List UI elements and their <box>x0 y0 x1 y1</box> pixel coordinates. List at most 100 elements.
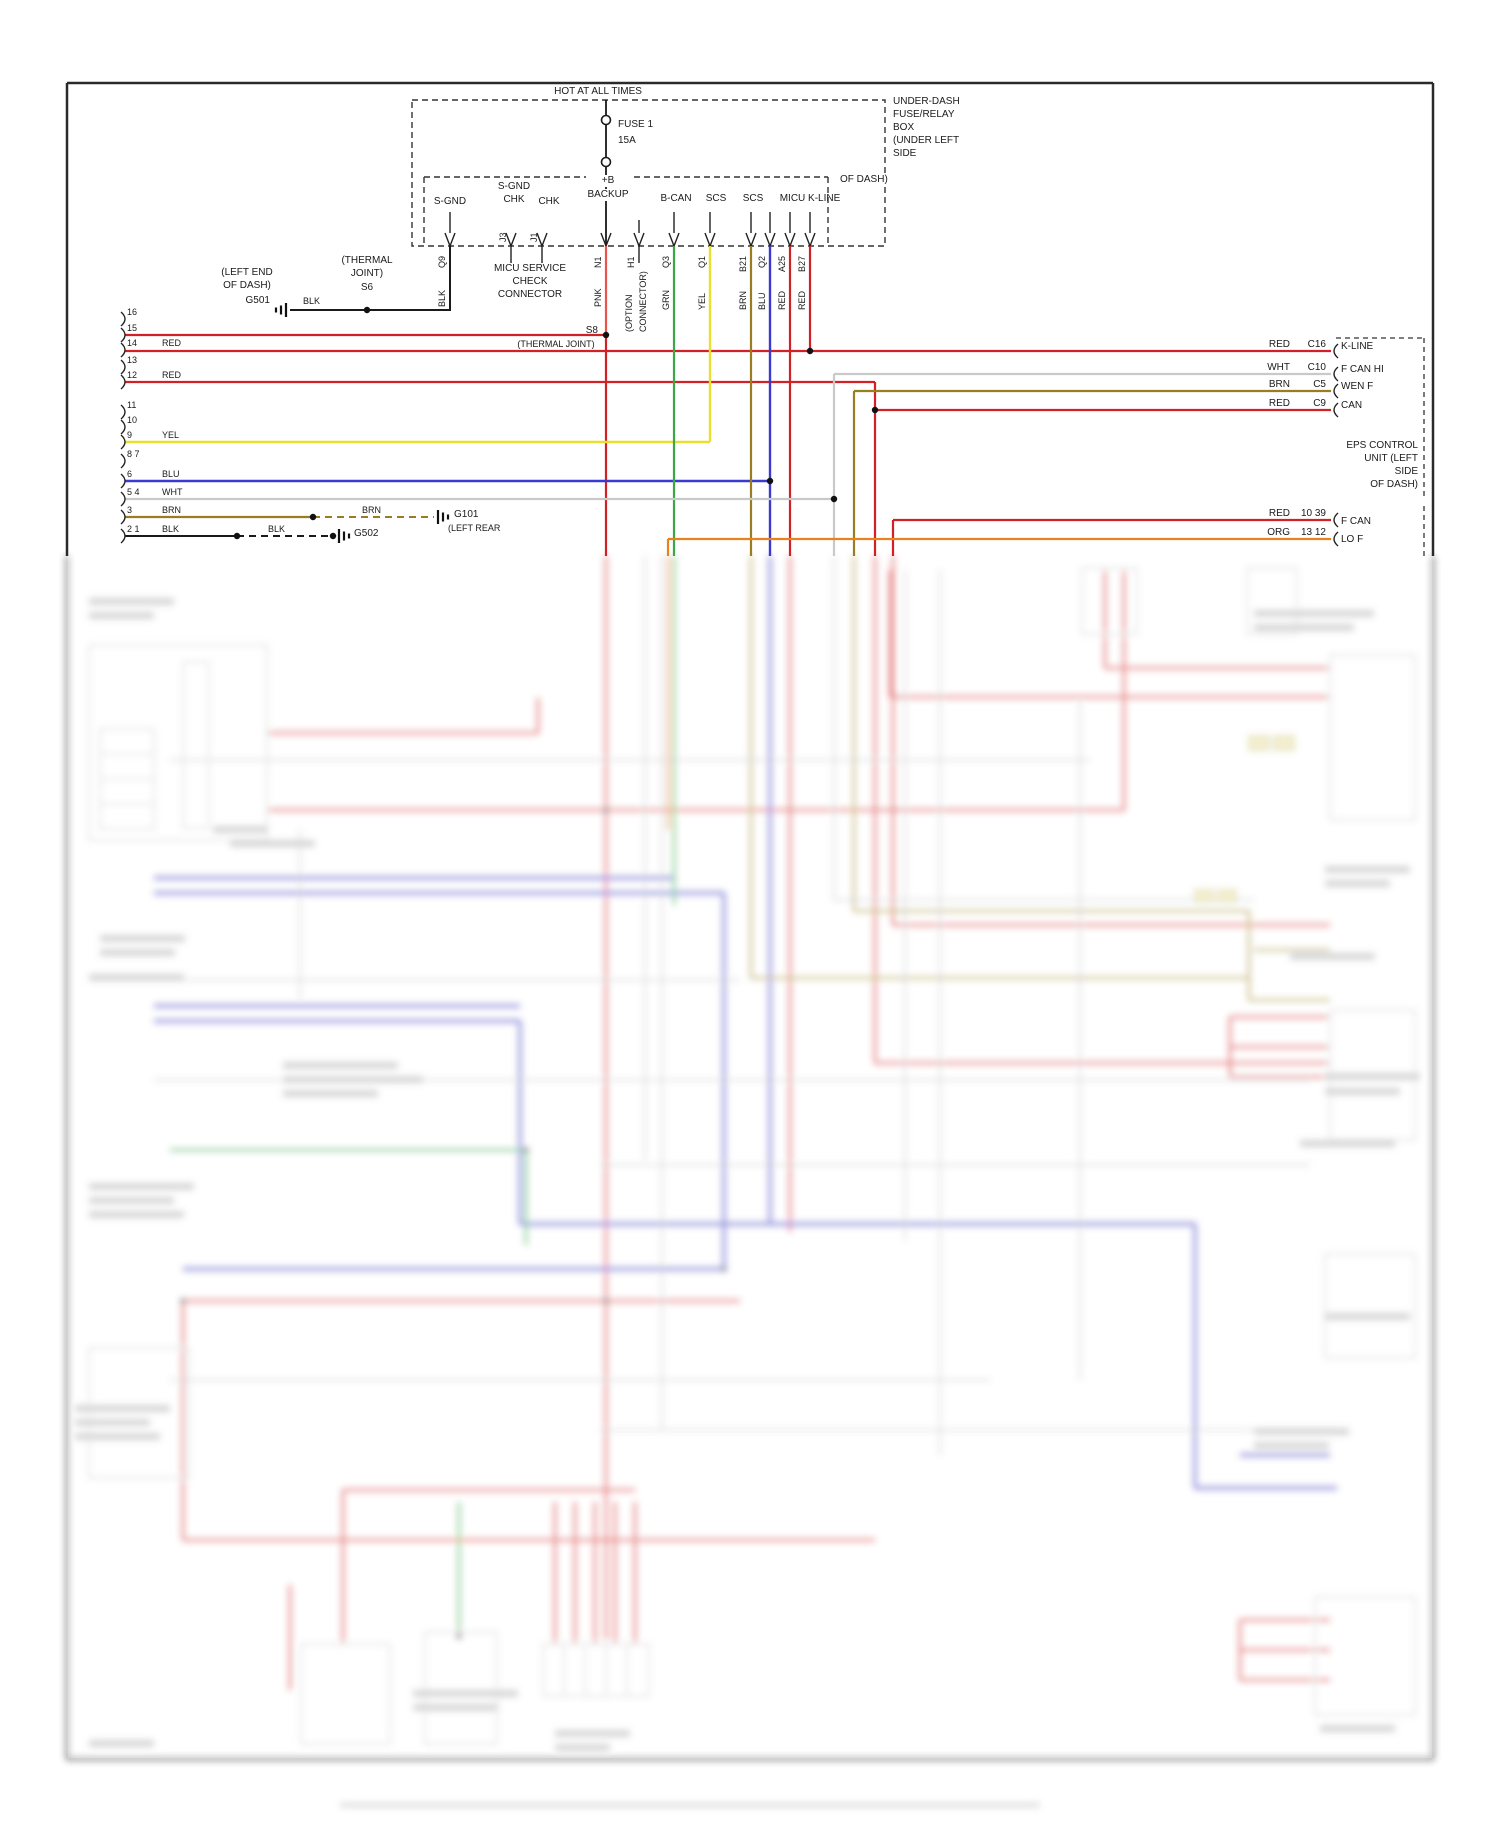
pin-label-n1: N1 <box>593 256 603 268</box>
pin-label-j1: J1 <box>529 232 539 242</box>
plus-b-label: +B <box>586 175 630 187</box>
option-connector-label-1: (OPTION <box>624 294 634 333</box>
fusebox-label-line2: FUSE/RELAY <box>893 109 955 120</box>
fusebox-label-line5: SIDE <box>893 148 917 159</box>
micu-service-label-1: MICU SERVICE <box>493 263 567 274</box>
fcan-row1-pin: 10 39 <box>1300 508 1326 519</box>
pin-label-b21: B21 <box>738 255 748 272</box>
eps-row2-signal: F CAN HI <box>1341 364 1384 375</box>
eps-unit-name-line1: EPS CONTROL <box>1346 440 1418 451</box>
terminal-label-bcan: B-CAN <box>660 193 692 204</box>
ground-icon-g501 <box>274 303 288 317</box>
left-wire-color-14: RED <box>162 338 182 348</box>
wire-color-yel: YEL <box>697 292 707 310</box>
pin-label-q1: Q1 <box>697 255 707 268</box>
g501-wire-color: BLK <box>303 296 321 306</box>
pin-label-q2: Q2 <box>757 255 767 268</box>
s6-thermal-label-2: JOINT) <box>350 268 384 279</box>
g502-name: G502 <box>354 528 379 539</box>
pin-label-q3: Q3 <box>661 255 671 268</box>
wire-color-blk: BLK <box>437 289 447 307</box>
fcan-signal-line1: F CAN <box>1341 516 1371 527</box>
ground-icon-g502 <box>337 529 351 543</box>
left-wire-color-5-4: WHT <box>162 487 183 497</box>
eps-row4-wire-color: RED <box>1268 398 1290 409</box>
ground-icon-g101 <box>436 510 450 524</box>
terminal-label-micu-kline: MICU K-LINE <box>779 193 841 204</box>
micu-service-label-2: CHECK <box>512 276 548 287</box>
ground-icons <box>274 303 450 543</box>
fcan-row1-wire-color: RED <box>1268 508 1290 519</box>
s8-name: S8 <box>585 325 598 336</box>
wire-color-blu: BLU <box>757 292 767 310</box>
eps-row1-signal: K-LINE <box>1341 341 1374 352</box>
left-pin-9: 9 <box>127 430 133 440</box>
terminal-label-sgnd-chk-1: S-GND <box>497 181 531 192</box>
left-wire-color-12: RED <box>162 370 182 380</box>
left-pin-16: 16 <box>127 307 138 317</box>
g501-name: G501 <box>245 295 270 306</box>
left-wire-color-3: BRN <box>162 505 182 515</box>
terminal-label-chk: CHK <box>538 196 560 207</box>
page-border-sharp <box>65 81 1435 556</box>
wire-color-brn: BRN <box>738 290 748 310</box>
s6-name: S6 <box>360 282 374 293</box>
eps-row1-pin: C16 <box>1307 339 1326 350</box>
g101-wire-color: BRN <box>362 505 382 515</box>
fuse-icon <box>600 100 612 246</box>
left-pin-14: 14 <box>127 338 138 348</box>
pin-label-j3: J3 <box>498 232 508 242</box>
hot-at-all-times-label: HOT AT ALL TIMES <box>554 86 642 97</box>
terminal-label-sgnd-chk-2: CHK <box>503 194 525 205</box>
left-wire-color-2-1: BLK <box>162 524 180 534</box>
eps-row3-signal: WEN F <box>1341 381 1374 392</box>
eps-row2-pin: C10 <box>1307 362 1326 373</box>
pin-label-b27: B27 <box>797 255 807 272</box>
left-wire-color-9: YEL <box>162 430 180 440</box>
pin-label-h1: H1 <box>626 256 636 268</box>
service-connector-stubs <box>510 246 640 263</box>
left-pin-5-4: 5 4 <box>127 487 140 497</box>
fusebox-label-line3: BOX <box>893 122 915 133</box>
wire-color-grn: GRN <box>661 290 671 310</box>
left-pin-13: 13 <box>127 355 138 365</box>
fuse-name-label: FUSE 1 <box>618 119 654 130</box>
terminal-label-scs-2: SCS <box>742 193 764 204</box>
g501-location-label-2: OF DASH) <box>223 280 271 291</box>
wire-color-red-2: RED <box>797 290 807 310</box>
wire-runs <box>125 246 1331 556</box>
s8-thermal-label: (THERMAL JOINT) <box>517 339 595 349</box>
eps-row3-wire-color: BRN <box>1268 379 1290 390</box>
eps-connector-dashed-outline <box>1336 337 1425 556</box>
eps-row1-wire-color: RED <box>1268 339 1290 350</box>
left-pin-15: 15 <box>127 323 138 333</box>
eps-unit-name-line2: UNIT (LEFT <box>1364 453 1418 464</box>
terminal-label-scs-1: SCS <box>705 193 727 204</box>
backup-label: BACKUP <box>582 189 634 201</box>
eps-unit-name-line3: SIDE <box>1394 466 1418 477</box>
fcan-signal-line2: LO F <box>1341 534 1364 545</box>
blurred-lower-diagram <box>65 556 1435 1808</box>
left-pin-12: 12 <box>127 370 138 380</box>
fusebox-label-line1: UNDER-DASH <box>893 96 960 107</box>
fusebox-label-line6: OF DASH) <box>838 174 890 186</box>
eps-unit-name-line4: OF DASH) <box>1370 479 1418 490</box>
wire-color-pnk: PNK <box>593 288 603 307</box>
g501-location-label-1: (LEFT END <box>221 267 273 278</box>
connector-brackets <box>120 311 1339 547</box>
micu-service-label-3: CONNECTOR <box>497 289 563 300</box>
terminal-label-sgnd: S-GND <box>433 196 467 207</box>
wire-color-red-1: RED <box>777 290 787 310</box>
fusebox-label-line4: (UNDER LEFT <box>893 135 960 146</box>
s6-thermal-label-1: (THERMAL <box>341 255 393 266</box>
option-connector-label-2: CONNECTOR) <box>638 271 648 332</box>
fcan-row2-pin: 13 12 <box>1300 527 1326 538</box>
blur-veil <box>68 556 1432 1758</box>
eps-row3-pin: C5 <box>1313 379 1326 390</box>
terminal-stubs <box>449 212 811 233</box>
left-pin-2-1: 2 1 <box>127 524 140 534</box>
eps-row4-signal: CAN <box>1341 400 1363 411</box>
pin-label-q9: Q9 <box>437 255 447 268</box>
